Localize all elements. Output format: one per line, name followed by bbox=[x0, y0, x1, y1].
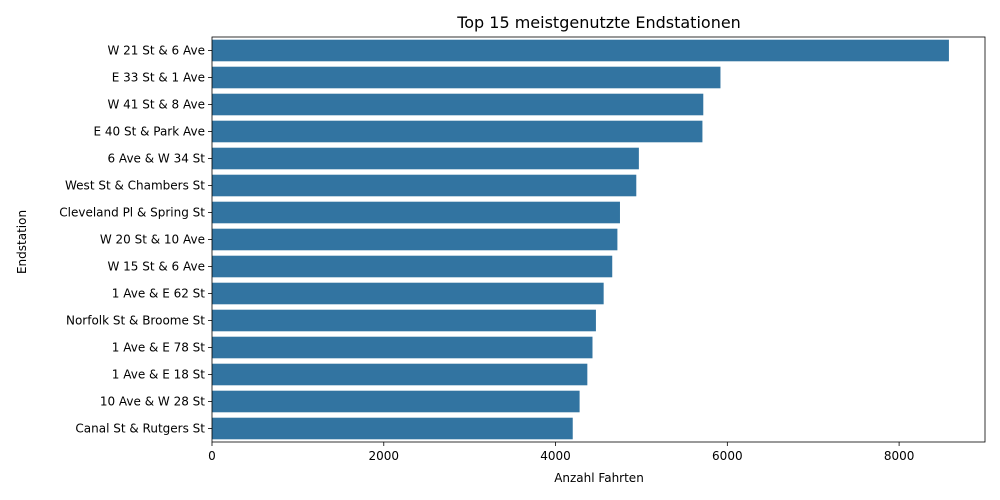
y-tick-label: Cleveland Pl & Spring St bbox=[59, 206, 205, 220]
bar bbox=[212, 174, 637, 197]
y-tick-label: Norfolk St & Broome St bbox=[66, 314, 205, 328]
x-tick-label: 8000 bbox=[884, 449, 915, 463]
y-tick-label: West St & Chambers St bbox=[65, 179, 205, 193]
y-tick-label: E 40 St & Park Ave bbox=[93, 125, 205, 139]
y-tick-label: W 41 St & 8 Ave bbox=[107, 98, 205, 112]
bar bbox=[212, 147, 639, 170]
y-tick-label: 1 Ave & E 18 St bbox=[112, 368, 206, 382]
y-axis-ticks: W 21 St & 6 Ave E 33 St & 1 Ave W 41 St & … bbox=[59, 44, 212, 436]
plot-frame bbox=[211, 36, 986, 443]
y-tick-label: Canal St & Rutgers St bbox=[75, 422, 205, 436]
y-tick-label: 1 Ave & E 78 St bbox=[112, 341, 206, 355]
bar bbox=[212, 120, 703, 143]
x-axis-ticks: 0 2000 4000 6000 8000 bbox=[208, 442, 914, 463]
bar bbox=[212, 201, 620, 224]
bar bbox=[212, 309, 596, 332]
bar bbox=[212, 39, 949, 62]
x-tick-label: 4000 bbox=[540, 449, 571, 463]
y-tick-label: E 33 St & 1 Ave bbox=[112, 71, 205, 85]
y-tick-label: W 20 St & 10 Ave bbox=[100, 233, 205, 247]
bars-group bbox=[212, 39, 949, 440]
bar bbox=[212, 228, 618, 251]
bar bbox=[212, 390, 580, 413]
bar bbox=[212, 255, 613, 278]
y-tick-label: 10 Ave & W 28 St bbox=[100, 395, 205, 409]
bar bbox=[212, 93, 704, 116]
x-tick-label: 6000 bbox=[712, 449, 743, 463]
y-tick-label: 1 Ave & E 62 St bbox=[112, 287, 206, 301]
y-tick-label: 6 Ave & W 34 St bbox=[107, 152, 205, 166]
bar bbox=[212, 417, 573, 440]
y-tick-label: W 15 St & 6 Ave bbox=[107, 260, 205, 274]
bar bbox=[212, 363, 588, 386]
bar bbox=[212, 336, 593, 359]
x-axis-label: Anzahl Fahrten bbox=[554, 471, 644, 485]
bar bbox=[212, 282, 604, 305]
x-tick-label: 2000 bbox=[369, 449, 400, 463]
chart-title: Top 15 meistgenutzte Endstationen bbox=[456, 13, 741, 32]
y-tick-label: W 21 St & 6 Ave bbox=[107, 44, 205, 58]
y-axis-label: Endstation bbox=[15, 210, 29, 274]
x-tick-label: 0 bbox=[208, 449, 216, 463]
bar bbox=[212, 66, 721, 89]
